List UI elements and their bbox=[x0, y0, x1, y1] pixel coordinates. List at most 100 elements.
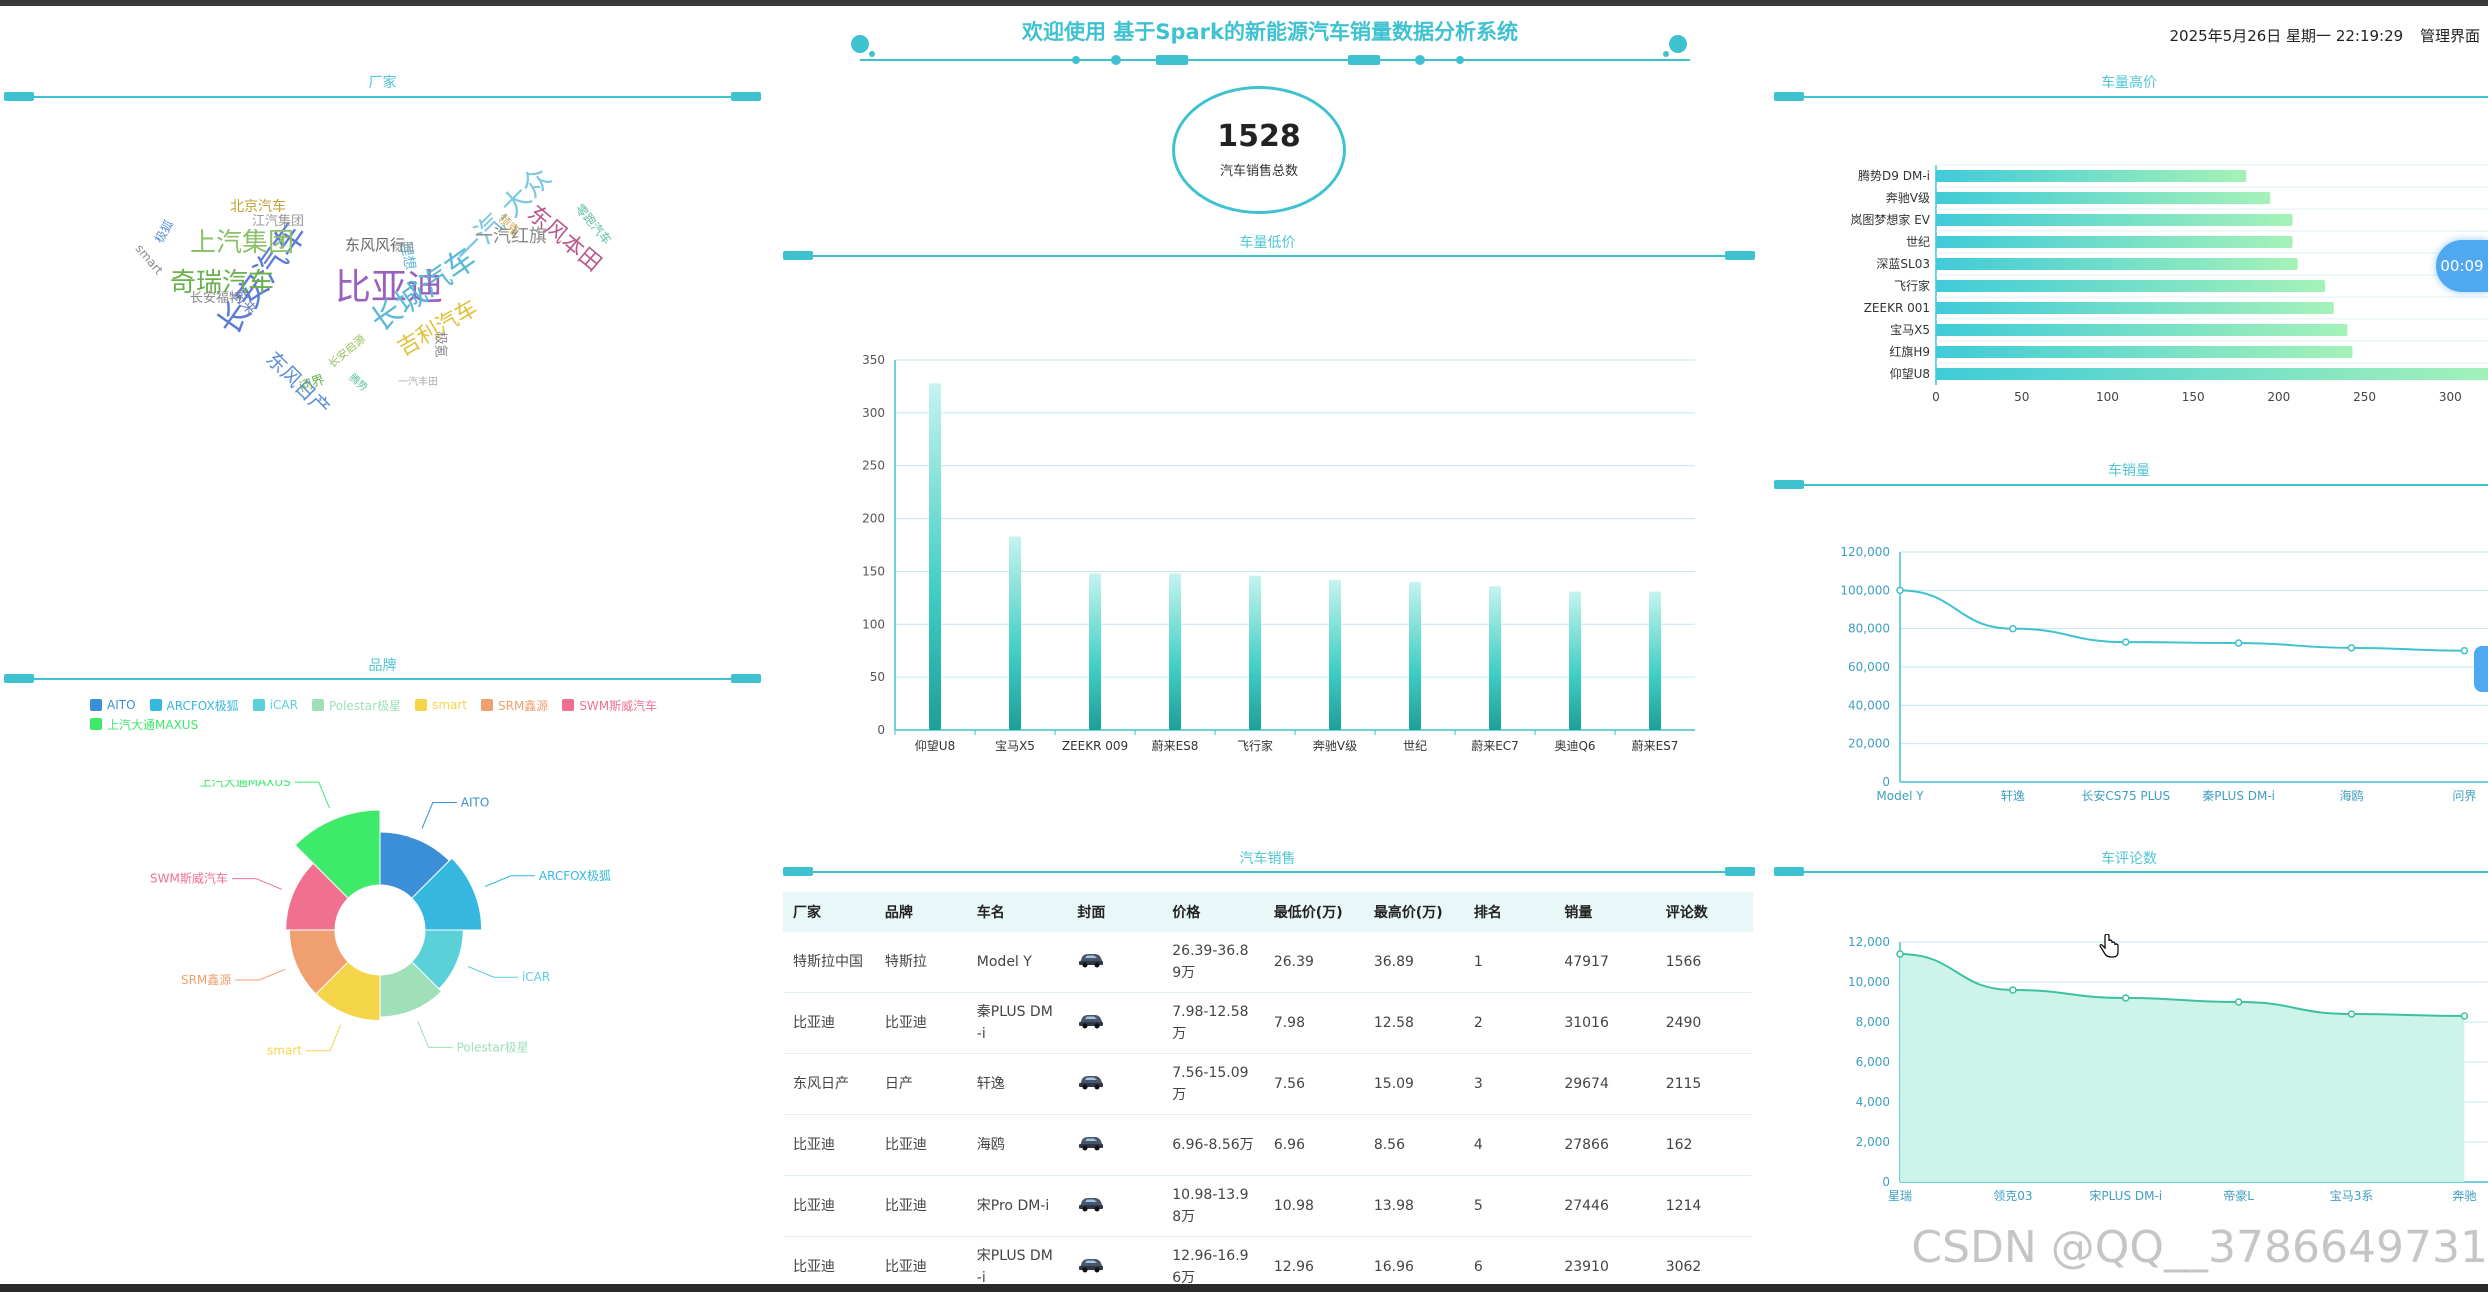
bar bbox=[1329, 579, 1341, 730]
sales-table-container[interactable]: 厂家 品牌 车名 封面 价格 最低价(万) 最高价(万) 排名 销量 评论数 特斯拉中国 特斯拉 Mo… bbox=[783, 892, 1755, 1284]
table-header-cell[interactable]: 销量 bbox=[1554, 892, 1656, 932]
timer-badge[interactable]: 00:09 bbox=[2436, 240, 2488, 292]
x-tick-label: 50 bbox=[2014, 390, 2029, 404]
x-tick-label: 问界 bbox=[2452, 789, 2476, 803]
table-header-cell[interactable]: 品牌 bbox=[874, 892, 967, 932]
wordcloud-word: 长安福特 bbox=[190, 291, 243, 306]
panel-cap bbox=[783, 867, 813, 876]
legend-item[interactable]: ARCFOX极狐 bbox=[149, 697, 239, 714]
table-cell: Model Y bbox=[966, 932, 1068, 993]
legend-item[interactable]: 上汽大通MAXUS bbox=[90, 716, 198, 733]
table-cell: 31016 bbox=[1554, 992, 1656, 1054]
car-cover-icon bbox=[1079, 1136, 1104, 1150]
y-tick-label: 20,000 bbox=[1848, 737, 1890, 751]
table-header-cell[interactable]: 封面 bbox=[1067, 892, 1163, 932]
legend-item[interactable]: AITO bbox=[90, 698, 136, 712]
table-header-cell[interactable]: 厂家 bbox=[783, 892, 875, 932]
table-row[interactable]: 比亚迪 比亚迪 宋PLUS DM -i 12.96-16.9 6万 12.96 16.96 6 2… bbox=[783, 1236, 1753, 1284]
rose-label-line bbox=[417, 1021, 453, 1048]
legend-label: smart bbox=[432, 698, 467, 712]
table-cell: 2 bbox=[1463, 992, 1555, 1054]
table-cell: 29674 bbox=[1554, 1053, 1656, 1115]
legend-item[interactable]: SRM鑫源 bbox=[481, 697, 548, 714]
bar bbox=[1249, 575, 1261, 730]
table-cell: 10.98-13.9 8万 bbox=[1162, 1175, 1264, 1237]
x-tick-label: 宋PLUS DM-i bbox=[2089, 1188, 2162, 1203]
table-row[interactable]: 特斯拉中国 特斯拉 Model Y 26.39-36.8 9万 26.39 36.89 1 47… bbox=[783, 932, 1753, 993]
table-row[interactable]: 比亚迪 比亚迪 海鸥 6.96-8.56万 6.96 8.56 4 27866 162 bbox=[783, 1114, 1753, 1176]
table-header-cell[interactable]: 最高价(万) bbox=[1363, 892, 1464, 932]
legend-swatch bbox=[415, 699, 428, 711]
x-tick-label: 150 bbox=[2182, 390, 2205, 404]
table-header-cell[interactable]: 价格 bbox=[1162, 892, 1264, 932]
table-cell: 比亚迪 bbox=[783, 1114, 875, 1176]
table-cell: 秦PLUS DM -i bbox=[966, 992, 1068, 1054]
y-tick-label: 深蓝SL03 bbox=[1876, 257, 1930, 271]
y-tick-label: 300 bbox=[862, 406, 885, 420]
legend-item[interactable]: SWM斯威汽车 bbox=[562, 697, 657, 714]
side-handle[interactable] bbox=[2474, 646, 2488, 692]
rose-slice-label: SRM鑫源 bbox=[181, 972, 231, 987]
data-point bbox=[2122, 994, 2130, 1002]
legend-swatch bbox=[481, 699, 493, 711]
y-tick-label: 100 bbox=[862, 617, 885, 631]
table-row[interactable]: 比亚迪 比亚迪 秦PLUS DM -i 7.98-12.58 万 7.98 12.58 2 310… bbox=[783, 992, 1753, 1054]
x-tick-label: 蔚来ES7 bbox=[1632, 739, 1679, 753]
x-tick-label: 领克03 bbox=[1993, 1189, 2032, 1203]
car-cover-icon bbox=[1079, 1258, 1104, 1272]
wordcloud-word: 北京汽车 bbox=[230, 199, 286, 215]
legend-item[interactable]: smart bbox=[415, 698, 467, 712]
y-tick-label: 红旗H9 bbox=[1889, 344, 1930, 359]
bar bbox=[1936, 236, 2293, 248]
bar bbox=[1936, 346, 2353, 358]
table-cell: 15.09 bbox=[1363, 1053, 1464, 1115]
y-tick-label: 200 bbox=[862, 512, 885, 526]
y-tick-label: 8,000 bbox=[1856, 1015, 1890, 1029]
data-point bbox=[2347, 1010, 2356, 1018]
table-header-cell[interactable]: 车名 bbox=[966, 892, 1068, 932]
table-cell: 东风日产 bbox=[783, 1053, 875, 1115]
table-header-cell[interactable]: 评论数 bbox=[1655, 892, 1753, 932]
panel-line bbox=[34, 678, 731, 680]
rose-label-line bbox=[421, 802, 457, 829]
x-tick-label: 飞行家 bbox=[1237, 738, 1273, 753]
comments-panel-title: 车评论数 bbox=[2101, 851, 2157, 867]
x-tick-label: 奥迪Q6 bbox=[1554, 739, 1595, 753]
rose-slice bbox=[379, 831, 451, 899]
bar bbox=[1409, 582, 1421, 730]
y-tick-label: 350 bbox=[862, 353, 885, 367]
table-header-cell[interactable]: 排名 bbox=[1463, 892, 1555, 932]
wordcloud-word: 一汽红旗 bbox=[475, 226, 547, 247]
data-point bbox=[2234, 639, 2243, 647]
bar bbox=[1649, 591, 1661, 730]
y-tick-label: 奔驰V级 bbox=[1886, 191, 1930, 205]
table-row[interactable]: 东风日产 日产 轩逸 7.56-15.09 万 7.56 15.09 3 29674 2115 bbox=[783, 1053, 1753, 1115]
legend-item[interactable]: iCAR bbox=[252, 698, 298, 712]
table-cell: 2115 bbox=[1655, 1053, 1753, 1115]
admin-link[interactable]: 管理界面 bbox=[2419, 27, 2480, 45]
legend-item[interactable]: Polestar极星 bbox=[311, 697, 401, 714]
table-header-cell[interactable]: 最低价(万) bbox=[1263, 892, 1364, 932]
table-row[interactable]: 比亚迪 比亚迪 宋Pro DM-i 10.98-13.9 8万 10.98 13.98 5 27… bbox=[783, 1175, 1753, 1237]
bar bbox=[1089, 573, 1101, 730]
x-tick-label: 宝马X5 bbox=[995, 739, 1035, 753]
panel-cap bbox=[1774, 92, 1804, 101]
y-tick-label: 12,000 bbox=[1848, 935, 1890, 949]
y-tick-label: 40,000 bbox=[1848, 698, 1890, 712]
y-tick-label: 250 bbox=[862, 459, 885, 473]
bar bbox=[1936, 302, 2334, 314]
table-cell: 4 bbox=[1463, 1114, 1555, 1176]
table-cell: 12.96 bbox=[1263, 1236, 1364, 1284]
wordcloud-word: smart bbox=[132, 241, 166, 278]
car-cover-icon bbox=[1079, 953, 1104, 967]
table-cell: 比亚迪 bbox=[874, 1114, 967, 1176]
wordcloud-word: 奇瑞汽车 bbox=[170, 268, 275, 298]
table-cell: 36.89 bbox=[1363, 932, 1464, 993]
rose-label-line bbox=[484, 875, 535, 887]
panel-cap bbox=[783, 251, 813, 260]
panel-cap bbox=[1725, 867, 1755, 876]
table-cell: 特斯拉中国 bbox=[783, 932, 875, 993]
x-tick-label: ZEEKR 009 bbox=[1062, 739, 1128, 753]
table-cell: 7.98 bbox=[1263, 992, 1364, 1054]
maker-panel-title: 厂家 bbox=[368, 75, 397, 91]
